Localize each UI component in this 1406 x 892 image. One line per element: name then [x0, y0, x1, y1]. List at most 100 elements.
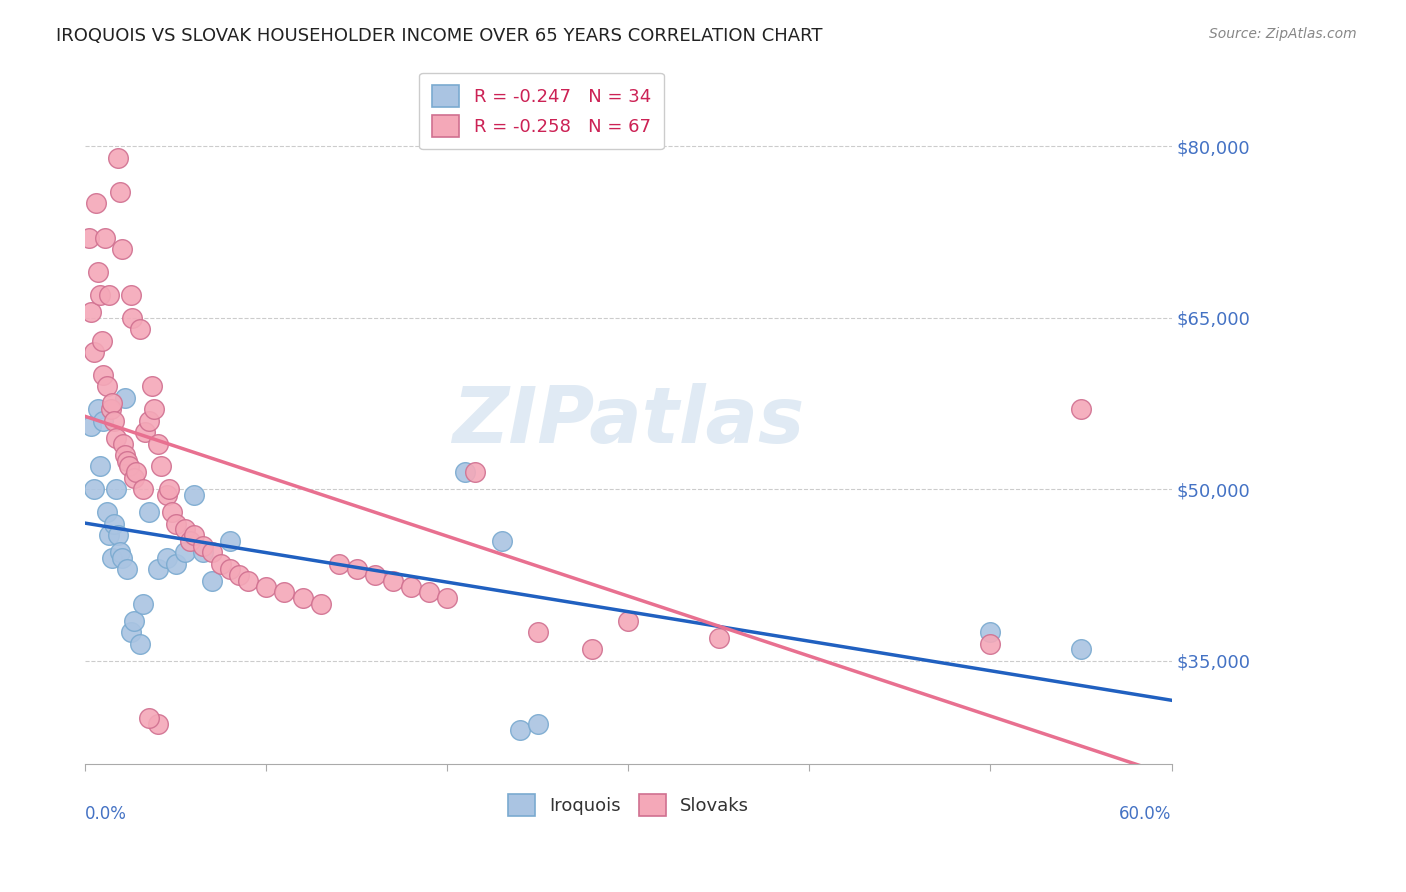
Point	[108, 545, 131, 559]
Point	[101, 550, 124, 565]
Point	[110, 242, 132, 256]
Point	[707, 631, 730, 645]
Point	[89, 459, 111, 474]
Point	[201, 545, 224, 559]
Point	[157, 483, 180, 497]
Legend: Iroquois, Slovaks: Iroquois, Slovaks	[501, 787, 756, 823]
Point	[156, 550, 179, 565]
Point	[100, 402, 122, 417]
Point	[979, 637, 1001, 651]
Point	[96, 505, 118, 519]
Point	[146, 716, 169, 731]
Point	[254, 580, 277, 594]
Point	[121, 310, 143, 325]
Point	[120, 625, 142, 640]
Point	[201, 574, 224, 588]
Point	[165, 557, 187, 571]
Point	[209, 557, 232, 571]
Point	[97, 528, 120, 542]
Point	[146, 436, 169, 450]
Point	[141, 379, 163, 393]
Point	[89, 287, 111, 301]
Point	[138, 505, 160, 519]
Point	[114, 448, 136, 462]
Point	[107, 528, 129, 542]
Point	[436, 591, 458, 605]
Point	[80, 419, 103, 434]
Point	[1070, 642, 1092, 657]
Point	[291, 591, 314, 605]
Point	[165, 516, 187, 531]
Point	[93, 368, 115, 382]
Point	[125, 465, 148, 479]
Point	[156, 488, 179, 502]
Point	[509, 723, 531, 737]
Point	[105, 431, 128, 445]
Point	[1070, 402, 1092, 417]
Point	[101, 396, 124, 410]
Point	[122, 471, 145, 485]
Point	[128, 637, 150, 651]
Point	[527, 716, 550, 731]
Point	[219, 562, 242, 576]
Point	[138, 711, 160, 725]
Point	[105, 483, 128, 497]
Point	[228, 568, 250, 582]
Point	[273, 585, 295, 599]
Point	[191, 540, 214, 554]
Point	[160, 505, 183, 519]
Point	[364, 568, 387, 582]
Point	[173, 545, 195, 559]
Point	[399, 580, 422, 594]
Point	[581, 642, 603, 657]
Point	[138, 414, 160, 428]
Point	[238, 574, 260, 588]
Point	[146, 562, 169, 576]
Point	[103, 414, 125, 428]
Point	[132, 483, 155, 497]
Point	[77, 230, 100, 244]
Point	[84, 196, 107, 211]
Text: Source: ZipAtlas.com: Source: ZipAtlas.com	[1209, 27, 1357, 41]
Text: ZIPatlas: ZIPatlas	[453, 383, 804, 458]
Point	[173, 522, 195, 536]
Point	[979, 625, 1001, 640]
Point	[122, 614, 145, 628]
Point	[527, 625, 550, 640]
Point	[103, 516, 125, 531]
Point	[87, 265, 110, 279]
Point	[150, 459, 173, 474]
Point	[93, 414, 115, 428]
Point	[83, 345, 105, 359]
Text: 60.0%: 60.0%	[1119, 805, 1171, 823]
Point	[219, 533, 242, 548]
Point	[87, 402, 110, 417]
Point	[115, 562, 138, 576]
Point	[132, 597, 155, 611]
Point	[143, 402, 166, 417]
Point	[134, 425, 156, 439]
Point	[328, 557, 350, 571]
Point	[90, 334, 112, 348]
Point	[464, 465, 486, 479]
Point	[115, 453, 138, 467]
Point	[80, 305, 103, 319]
Point	[118, 459, 141, 474]
Point	[191, 545, 214, 559]
Point	[454, 465, 477, 479]
Point	[110, 550, 132, 565]
Point	[112, 436, 135, 450]
Point	[418, 585, 440, 599]
Point	[128, 322, 150, 336]
Point	[114, 391, 136, 405]
Point	[491, 533, 513, 548]
Point	[120, 287, 142, 301]
Point	[94, 230, 117, 244]
Point	[108, 185, 131, 199]
Point	[183, 528, 205, 542]
Text: IROQUOIS VS SLOVAK HOUSEHOLDER INCOME OVER 65 YEARS CORRELATION CHART: IROQUOIS VS SLOVAK HOUSEHOLDER INCOME OV…	[56, 27, 823, 45]
Point	[617, 614, 640, 628]
Text: 0.0%: 0.0%	[86, 805, 127, 823]
Point	[107, 151, 129, 165]
Point	[83, 483, 105, 497]
